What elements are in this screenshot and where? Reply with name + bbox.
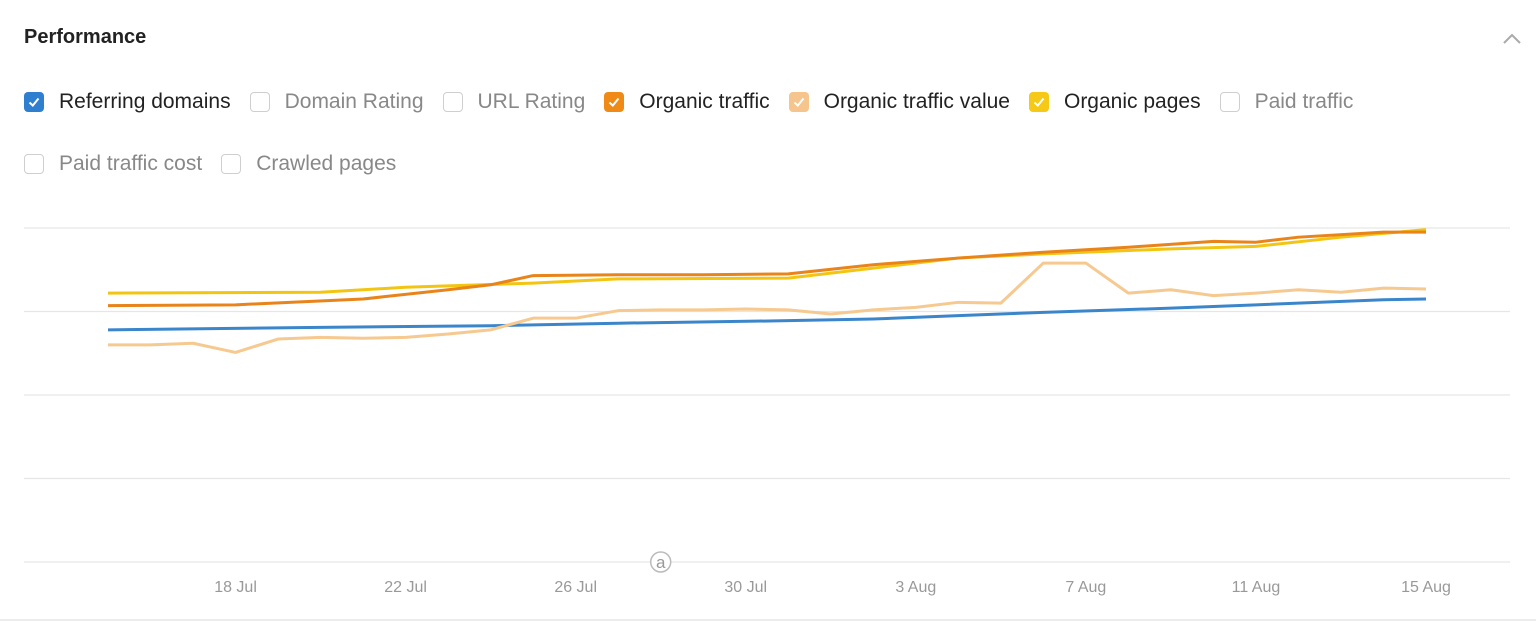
x-tick-label: 15 Aug bbox=[1401, 579, 1451, 596]
series-line-referring-domains bbox=[107, 297, 1427, 332]
series-line-organic-traffic-value bbox=[108, 261, 1427, 354]
x-tick-label: 30 Jul bbox=[724, 579, 767, 596]
metric-legend: Referring domains Domain Rating URL Rating… bbox=[24, 86, 1504, 180]
metric-label: Organic pages bbox=[1063, 90, 1201, 113]
checkbox[interactable] bbox=[249, 92, 270, 112]
metric-checkbox-organic-pages[interactable]: Organic pages bbox=[1028, 86, 1201, 118]
metric-checkbox-paid-traffic-cost[interactable]: Paid traffic cost bbox=[24, 148, 202, 180]
metric-checkbox-referring-domains[interactable]: Referring domains bbox=[24, 86, 231, 118]
series-line-organic-pages bbox=[107, 228, 1427, 295]
metric-checkbox-organic-traffic-value[interactable]: Organic traffic value bbox=[788, 86, 1010, 118]
metric-label: Organic traffic value bbox=[823, 90, 1010, 113]
metric-label: URL Rating bbox=[477, 90, 586, 113]
checkbox[interactable] bbox=[1219, 92, 1240, 112]
x-tick-label: 26 Jul bbox=[554, 579, 597, 596]
metric-label: Paid traffic cost bbox=[59, 152, 203, 175]
metric-checkbox-domain-rating[interactable]: Domain Rating bbox=[249, 86, 424, 118]
metric-label: Organic traffic bbox=[639, 90, 770, 113]
metric-label: Referring domains bbox=[59, 90, 231, 113]
metric-checkbox-crawled-pages[interactable]: Crawled pages bbox=[221, 148, 396, 180]
series-line-organic-traffic bbox=[107, 230, 1426, 308]
annotation-marker[interactable] bbox=[649, 551, 672, 573]
x-tick-label: 3 Aug bbox=[895, 579, 936, 596]
checkbox[interactable] bbox=[788, 92, 809, 112]
x-tick-label: 7 Aug bbox=[1065, 579, 1106, 596]
x-tick-label: 18 Jul bbox=[214, 579, 257, 596]
checkmark-icon bbox=[28, 97, 40, 107]
section-title: Performance bbox=[24, 26, 147, 48]
checkmark-icon bbox=[1033, 97, 1045, 107]
x-tick-label: 11 Aug bbox=[1232, 579, 1281, 596]
metric-checkbox-url-rating[interactable]: URL Rating bbox=[442, 86, 586, 118]
chevron-up-icon[interactable] bbox=[1500, 28, 1524, 48]
annotation-label: a bbox=[656, 553, 666, 572]
metric-label: Paid traffic bbox=[1254, 90, 1354, 113]
checkbox[interactable] bbox=[24, 92, 44, 112]
metric-label: Crawled pages bbox=[256, 152, 397, 175]
checkbox[interactable] bbox=[24, 154, 44, 174]
checkbox[interactable] bbox=[1028, 92, 1049, 112]
metric-label: Domain Rating bbox=[284, 90, 424, 113]
checkbox[interactable] bbox=[221, 154, 242, 174]
checkbox[interactable] bbox=[604, 92, 625, 112]
checkbox[interactable] bbox=[442, 92, 463, 112]
metric-checkbox-paid-traffic[interactable]: Paid traffic bbox=[1219, 86, 1354, 118]
metric-checkbox-organic-traffic[interactable]: Organic traffic bbox=[604, 86, 770, 118]
checkmark-icon bbox=[609, 97, 620, 107]
checkmark-icon bbox=[793, 97, 804, 107]
x-tick-label: 22 Jul bbox=[384, 579, 427, 596]
